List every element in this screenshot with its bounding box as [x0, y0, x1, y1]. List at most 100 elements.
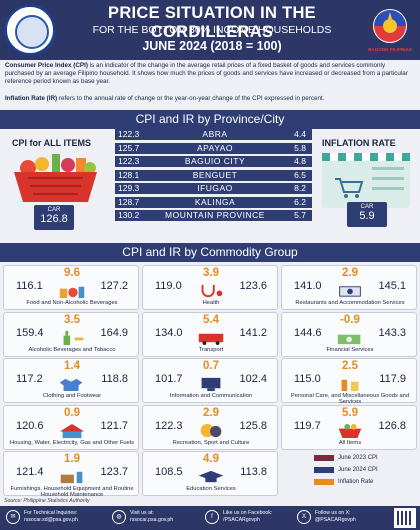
commodity-cpi-2023: 120.6	[16, 419, 44, 432]
shirt-icon	[59, 378, 83, 392]
province-row: 125.7 APAYAO 5.8	[115, 142, 312, 154]
commodity-cpi-2024: 125.8	[239, 419, 267, 432]
commodity-cpi-2023: 159.4	[16, 326, 44, 339]
commodity-inflation-rate: 3.9	[203, 267, 219, 279]
commodity-inflation-rate: 5.9	[342, 406, 358, 419]
commodity-cpi-2024: 127.2	[100, 280, 128, 292]
x-link[interactable]: @PSACARgovph	[315, 516, 356, 523]
brand-text: BAGONG PILIPINAS	[368, 47, 412, 52]
x-label: Follow us on X:	[315, 510, 351, 516]
website-link[interactable]: rssocar.psa.gov.ph	[130, 516, 174, 523]
province-row: 128.1 BENGUET 6.5	[115, 169, 312, 181]
commodity-label: Personal Care, and Miscellaneous Goods a…	[290, 393, 410, 405]
shopping-cart-icon	[335, 178, 364, 198]
legend-swatch-2024	[314, 467, 334, 473]
x-contact: Follow us on X: @PSACARgovph	[315, 510, 356, 523]
basket-icon	[338, 423, 362, 438]
commodity-card: 0.7 101.7 102.4 Information and Communicati…	[142, 358, 278, 403]
province-name: KALINGA	[194, 196, 236, 207]
psa-seal-icon	[4, 4, 56, 56]
personal-care-icon	[341, 379, 359, 392]
commodity-card: 5.9 119.7 126.8 All Items	[281, 404, 417, 450]
legend-item: Inflation Rate	[314, 479, 414, 491]
commodity-cpi-2023: 119.0	[155, 280, 182, 292]
commodity-inflation-rate: 4.9	[203, 453, 219, 465]
commodity-inflation-rate: 9.6	[64, 267, 80, 279]
province-ir: 6.2	[294, 196, 306, 207]
commodity-cpi-2023: 134.0	[155, 326, 183, 339]
commodity-label: Alcoholic Beverages and Tobacco	[28, 346, 116, 353]
commodity-cpi-2024: 123.7	[100, 466, 128, 478]
commodity-inflation-rate: 1.4	[64, 360, 80, 372]
commodity-cpi-2024: 145.1	[378, 280, 406, 292]
car-cpi-box: CAR 126.8	[34, 205, 74, 230]
commodity-card: 4.9 108.5 113.8 Education Services	[142, 451, 278, 496]
money-icon	[337, 334, 361, 344]
header-banner: PRICE SITUATION IN THE CORDILLERAS FOR T…	[0, 0, 420, 60]
commodity-section-title: CPI and IR by Commodity Group	[0, 243, 420, 262]
facebook-icon: f	[205, 510, 219, 524]
graduation-cap-icon	[198, 470, 224, 483]
email-link[interactable]: rssocar.sd@psa.gov.ph	[24, 516, 78, 523]
province-row: 129.3 IFUGAO 8.2	[115, 183, 312, 194]
bagong-pilipinas-emblem-icon	[373, 9, 407, 43]
province-section-title: CPI and IR by Province/City	[0, 110, 420, 129]
province-cpi: 122.3	[118, 156, 140, 166]
x-icon: X	[297, 510, 311, 524]
province-cpi: 125.7	[118, 142, 140, 153]
theater-masks-icon	[200, 423, 222, 437]
commodity-inflation-rate: -0.9	[340, 313, 360, 326]
commodity-card: 2.5 115.0 117.9 Personal Care, and Miscella…	[281, 358, 417, 405]
legend-swatch-ir	[314, 479, 334, 485]
province-name: MOUNTAIN PROVINCE	[165, 210, 265, 220]
legend-label: Inflation Rate	[338, 479, 374, 485]
province-ir: 6.5	[294, 169, 306, 180]
commodity-card: 3.9 119.0 123.6 Health	[142, 265, 278, 310]
legend-label: June 2023 CPI	[338, 455, 378, 461]
bottle-icon	[63, 330, 84, 345]
commodity-cpi-2023: 121.4	[16, 466, 44, 478]
cpi-all-items-label: CPI for ALL ITEMS	[12, 138, 92, 148]
facebook-contact: Like us on Facebook:/PSACARgovph	[223, 510, 272, 523]
facebook-link[interactable]: /PSACARgovph	[223, 516, 260, 523]
commodity-label: Furnishings, Household Equipment and Rou…	[10, 486, 134, 498]
furniture-icon	[60, 471, 83, 484]
page-title: PRICE SITUATION IN THE CORDILLERAS	[108, 4, 316, 41]
province-ir: 5.7	[294, 210, 306, 220]
house-icon	[59, 423, 85, 438]
commodity-label: Clothing and Footwear	[42, 393, 102, 399]
website-label: Visit us at:	[130, 510, 154, 516]
province-ir: 4.8	[294, 156, 306, 166]
inflation-rate-label: INFLATION RATE	[322, 138, 396, 148]
store-illustration	[322, 153, 410, 208]
page-subtitle: FOR THE BOTTOM 30% INCOME HOUSEHOLDS	[92, 24, 332, 36]
commodity-inflation-rate: 5.4	[203, 313, 219, 326]
province-cpi: 129.3	[118, 183, 140, 193]
commodity-inflation-rate: 2.9	[342, 267, 358, 279]
commodity-card: 1.9 121.4 123.7 Furnishings, Household Equi…	[3, 451, 139, 498]
commodity-card: 1.4 117.2 118.8 Clothing and Footwear	[3, 358, 139, 403]
cpi-term: Consumer Price Index (CPI)	[5, 62, 88, 69]
car-cpi-value: 126.8	[40, 213, 68, 225]
commodity-label: Information and Communication	[169, 393, 253, 399]
province-name: BENGUET	[192, 169, 238, 180]
commodity-label: Recreation, Sport and Culture	[172, 439, 250, 446]
commodity-inflation-rate: 1.9	[64, 453, 80, 465]
commodity-card: 3.5 159.4 164.9 Alcoholic Beverages and Tob…	[3, 311, 139, 357]
cpi-definition: Consumer Price Index (CPI) is an indicat…	[5, 62, 415, 86]
commodity-inflation-rate: 0.7	[203, 360, 219, 372]
commodity-inflation-rate: 0.9	[64, 406, 80, 419]
commodity-cpi-2024: 102.4	[239, 373, 267, 385]
legend-swatch-2023	[314, 455, 334, 461]
province-ir: 8.2	[294, 183, 306, 193]
commodity-label: All Items	[338, 439, 362, 446]
ir-term: Inflation Rate (IR)	[5, 95, 58, 102]
ir-definition-text: refers to the annual rate of change or t…	[57, 95, 325, 102]
restaurant-icon	[339, 286, 361, 297]
legend: June 2023 CPI June 2024 CPI Inflation Ra…	[314, 455, 414, 491]
ir-definition: Inflation Rate (IR) refers to the annual…	[5, 95, 415, 102]
globe-icon: ◍	[112, 510, 126, 524]
province-row: 130.2 MOUNTAIN PROVINCE 5.7	[115, 210, 312, 221]
jeepney-icon	[198, 333, 224, 345]
province-cpi: 130.2	[118, 210, 140, 220]
